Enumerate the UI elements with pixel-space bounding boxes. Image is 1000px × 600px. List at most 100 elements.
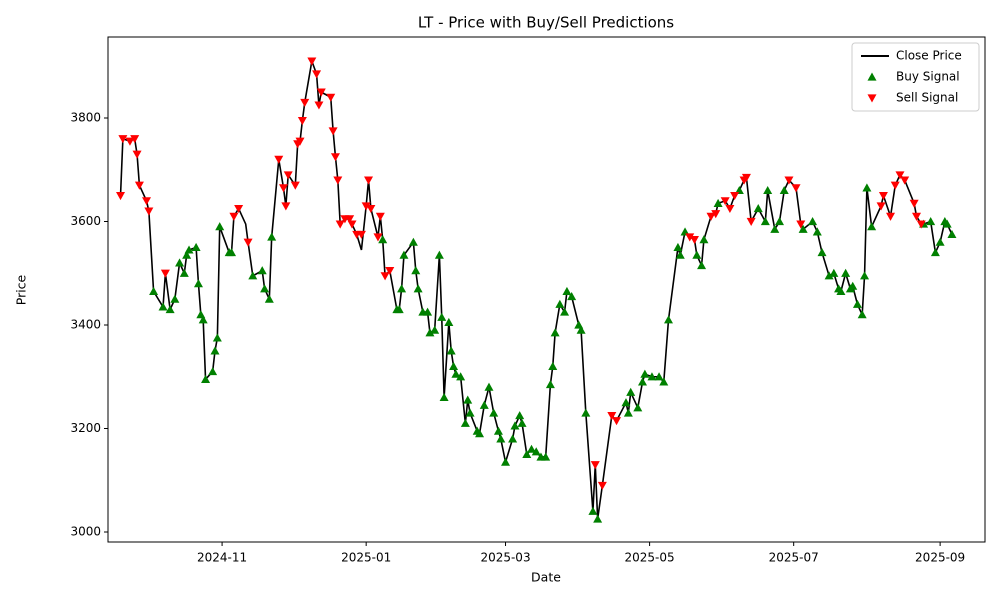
signal-marker bbox=[179, 268, 189, 277]
signal-marker bbox=[316, 88, 326, 97]
signal-marker bbox=[364, 176, 374, 185]
y-tick-label: 3200 bbox=[70, 421, 101, 435]
signal-marker bbox=[449, 361, 459, 371]
signal-marker bbox=[489, 408, 499, 417]
signal-marker bbox=[725, 204, 735, 214]
signal-marker bbox=[264, 294, 274, 303]
signal-marker bbox=[890, 181, 900, 190]
signal-marker bbox=[886, 212, 896, 221]
signal-marker bbox=[229, 212, 239, 221]
signal-marker bbox=[935, 237, 945, 246]
signal-marker bbox=[460, 418, 470, 427]
signal-marker bbox=[555, 299, 565, 308]
signal-marker bbox=[496, 434, 506, 443]
signal-marker bbox=[248, 271, 258, 280]
y-tick-label: 3000 bbox=[70, 525, 101, 539]
signal-marker bbox=[479, 400, 489, 409]
signal-marker bbox=[848, 281, 858, 290]
signal-marker bbox=[118, 135, 128, 144]
legend-label: Buy Signal bbox=[896, 70, 960, 84]
signal-marker bbox=[333, 176, 343, 185]
signal-marker bbox=[612, 417, 622, 426]
signal-marker bbox=[621, 398, 631, 407]
signal-marker bbox=[689, 236, 699, 245]
legend-marker bbox=[867, 94, 877, 103]
signal-marker bbox=[208, 367, 218, 376]
signal-marker bbox=[640, 369, 650, 378]
y-axis-label: Price bbox=[14, 274, 29, 305]
signal-marker bbox=[165, 304, 175, 314]
signal-marker bbox=[430, 325, 440, 334]
signal-marker bbox=[125, 137, 135, 146]
signal-marker bbox=[312, 70, 322, 79]
signal-marker bbox=[796, 220, 806, 229]
signal-marker bbox=[697, 260, 707, 270]
signal-marker bbox=[560, 307, 570, 316]
signal-marker bbox=[590, 461, 600, 470]
signal-marker bbox=[397, 284, 407, 293]
signal-marker bbox=[328, 127, 338, 136]
signal-marker bbox=[330, 153, 340, 162]
signal-marker bbox=[720, 197, 730, 206]
signal-marker bbox=[356, 230, 366, 239]
signal-marker bbox=[692, 250, 702, 259]
signal-marker bbox=[857, 310, 867, 319]
signal-marker bbox=[394, 304, 404, 314]
signal-marker bbox=[234, 204, 244, 214]
signal-marker bbox=[775, 216, 785, 226]
signal-marker bbox=[527, 444, 537, 453]
signal-marker bbox=[926, 216, 936, 226]
signal-marker bbox=[373, 233, 383, 242]
signal-marker bbox=[680, 227, 690, 236]
signal-marker bbox=[909, 199, 919, 208]
signal-marker bbox=[673, 242, 683, 251]
signal-marker bbox=[581, 408, 591, 417]
signal-marker bbox=[116, 192, 126, 201]
signal-marker bbox=[912, 212, 922, 221]
signal-marker bbox=[706, 212, 716, 221]
signal-marker bbox=[160, 269, 170, 278]
signal-marker bbox=[531, 447, 541, 456]
signal-marker bbox=[852, 299, 862, 308]
signal-marker bbox=[895, 171, 905, 180]
signal-marker bbox=[283, 171, 293, 180]
signal-marker bbox=[212, 333, 222, 342]
signal-marker bbox=[734, 185, 744, 195]
signal-marker bbox=[659, 377, 669, 386]
signal-marker bbox=[548, 361, 558, 371]
signal-marker bbox=[713, 198, 723, 207]
signal-marker bbox=[347, 220, 357, 229]
signal-marker bbox=[812, 227, 822, 236]
legend-box bbox=[851, 42, 980, 112]
signal-marker bbox=[170, 294, 180, 303]
signal-marker bbox=[243, 238, 253, 247]
signal-marker bbox=[576, 325, 586, 334]
signal-marker bbox=[149, 286, 159, 295]
signal-marker bbox=[545, 380, 555, 389]
signal-marker bbox=[278, 184, 288, 193]
signal-marker bbox=[444, 317, 454, 327]
signal-marker bbox=[260, 284, 270, 293]
signal-marker bbox=[654, 372, 664, 381]
signal-marker bbox=[361, 202, 371, 211]
signal-marker bbox=[867, 222, 877, 231]
signal-marker bbox=[408, 237, 418, 246]
signal-marker bbox=[876, 202, 886, 211]
signal-marker bbox=[132, 150, 142, 159]
signal-marker bbox=[878, 192, 888, 201]
signal-marker bbox=[730, 192, 740, 201]
signal-marker bbox=[824, 271, 834, 280]
signal-marker bbox=[808, 216, 818, 226]
chart-title: LT - Price with Buy/Sell Predictions bbox=[418, 14, 674, 32]
signal-marker bbox=[638, 377, 648, 386]
signal-marker bbox=[860, 271, 870, 280]
signal-marker bbox=[182, 250, 192, 259]
signal-marker bbox=[326, 93, 336, 102]
signal-marker bbox=[517, 418, 527, 427]
signal-marker bbox=[198, 315, 208, 324]
y-tick-label: 3600 bbox=[70, 214, 101, 228]
signal-marker bbox=[916, 220, 926, 229]
signal-marker bbox=[423, 307, 433, 316]
signal-marker bbox=[307, 57, 317, 66]
